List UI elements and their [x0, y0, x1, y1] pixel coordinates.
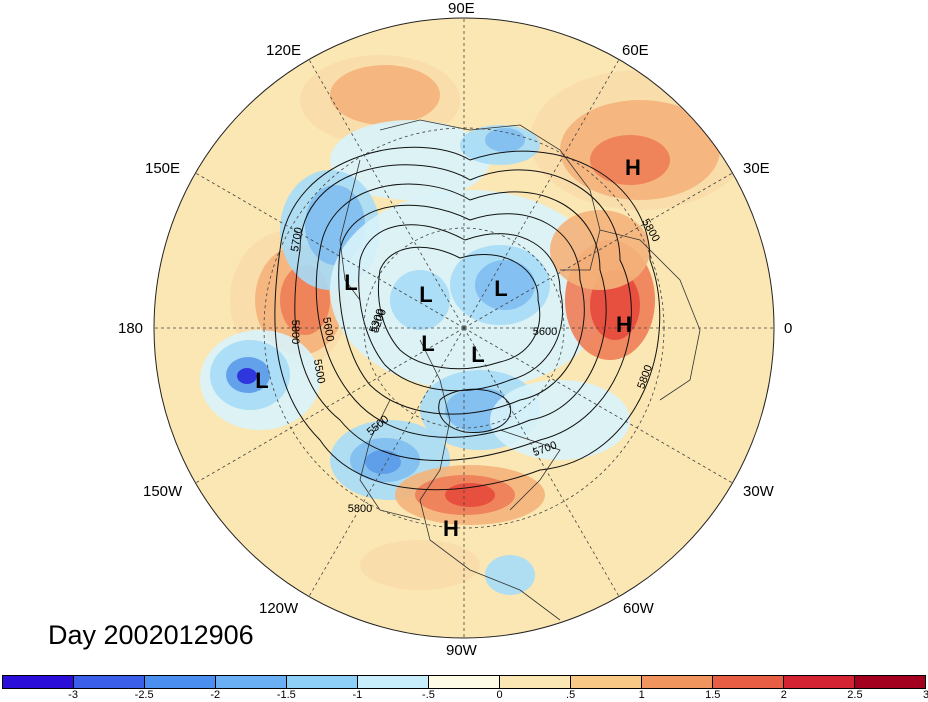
colorbar-swatch [713, 676, 784, 688]
colorbar-swatch [74, 676, 145, 688]
anomaly-field [200, 55, 750, 595]
lon-label-60w: 60W [623, 600, 654, 617]
contour-label: 5800 [348, 503, 372, 515]
lat-lon-grid [154, 18, 774, 638]
colorbar-tick-label: .5 [566, 689, 576, 701]
colorbar-swatch [287, 676, 358, 688]
lon-label-150w: 150W [143, 483, 183, 500]
colorbar-swatch [216, 676, 287, 688]
colorbar-swatch [358, 676, 429, 688]
lon-label-30w: 30W [743, 483, 774, 500]
contour-label: 5700 [289, 226, 305, 252]
colorbar-swatch [855, 676, 925, 688]
colorbar-swatch [500, 676, 571, 688]
colorbar [2, 675, 926, 689]
contour-label: 5500 [311, 358, 327, 384]
colorbar-swatch [145, 676, 216, 688]
low-pressure-label: L [344, 270, 357, 295]
colorbar-tick-label: 1.5 [705, 689, 721, 701]
low-pressure-label: L [494, 276, 507, 301]
contour-label: 5800 [289, 320, 301, 344]
coastlines [339, 119, 701, 621]
low-pressure-label: L [419, 282, 432, 307]
lon-label-60e: 60E [622, 42, 649, 59]
low-pressure-label: L [421, 331, 434, 356]
colorbar-swatch [429, 676, 500, 688]
low-pressure-label: L [471, 342, 484, 367]
lon-label-120e: 120E [266, 42, 302, 59]
low-pressure-label: L [255, 368, 268, 393]
high-pressure-label: H [625, 155, 641, 180]
colorbar-tick-label: 0 [496, 689, 503, 701]
colorbar-tick-label: -3 [68, 689, 78, 701]
day-label: Day 2002012906 [48, 620, 254, 650]
colorbar-tick-label: 2 [780, 689, 787, 701]
lon-label-90w: 90W [446, 642, 477, 659]
colorbar-tick-label: -2.5 [134, 689, 154, 701]
contour-label: 5600 [320, 316, 336, 342]
colorbar-swatch [642, 676, 713, 688]
high-pressure-label: H [443, 516, 459, 541]
lon-label-0: 0 [784, 320, 793, 337]
colorbar-swatch [3, 676, 74, 688]
colorbar-tick-label: 1 [638, 689, 645, 701]
colorbar-tick-label: -1 [352, 689, 363, 701]
contour-label: 5600 [533, 326, 557, 338]
lon-label-30e: 30E [743, 160, 770, 177]
colorbar-tick-label: -.5 [422, 689, 435, 701]
high-pressure-label: H [616, 312, 632, 337]
lon-label-150e: 150E [145, 160, 181, 177]
colorbar-tick-label: 3 [922, 689, 928, 701]
lon-label-180: 180 [118, 320, 144, 337]
colorbar-swatch [571, 676, 642, 688]
colorbar-tick-label: -1.5 [276, 689, 296, 701]
colorbar-tick-label: 2.5 [847, 689, 863, 701]
height-contours [274, 146, 661, 491]
lon-label-90e: 90E [448, 0, 475, 17]
colorbar-swatch [784, 676, 855, 688]
colorbar-tick-label: -2 [210, 689, 221, 701]
map-boundary [153, 17, 775, 639]
lon-label-120w: 120W [259, 600, 299, 617]
